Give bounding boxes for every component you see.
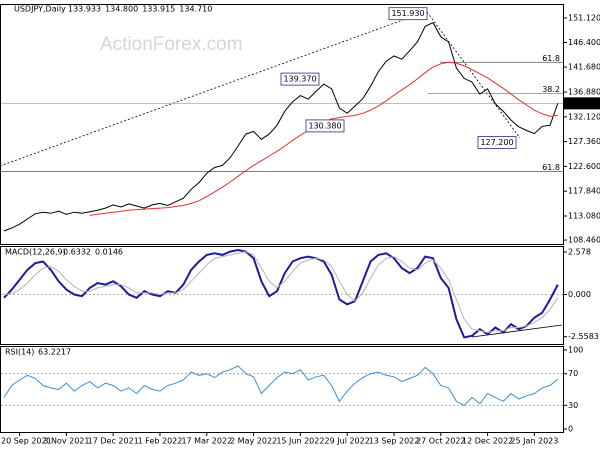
watermark: ActionForex.com	[100, 34, 243, 55]
macd-panel	[0, 246, 564, 345]
rsi-title: RSI(14)	[5, 348, 34, 357]
y-tick-label: -2.5583	[568, 332, 599, 341]
x-tick-label: 3 Nov 2021	[43, 437, 89, 446]
fib-label: 38.2	[542, 85, 560, 94]
y-tick-label: 0.000	[568, 290, 591, 299]
series-line	[3, 251, 559, 334]
x-tick-label: 15 Jun 2022	[276, 437, 324, 446]
series-line	[3, 365, 559, 406]
header-reading: 0.0146	[95, 248, 123, 257]
y-tick-label: 141.680	[568, 63, 600, 72]
y-tick-label: 100	[568, 345, 583, 354]
series-line	[3, 248, 559, 339]
last-price-box	[564, 97, 600, 110]
x-tick-label: 29 Jul 2022	[325, 437, 370, 446]
y-tick-label: 122.600	[568, 162, 600, 171]
header-reading: 133.915	[142, 5, 175, 14]
x-tick-label: 27 Oct 2022	[416, 437, 465, 446]
y-tick-label: 113.080	[568, 211, 600, 220]
y-tick-label: 132.120	[568, 112, 600, 121]
annotation-box	[280, 72, 320, 86]
annotation-label: 130.380	[308, 121, 341, 130]
annotation-label: 151.930	[391, 9, 424, 18]
macd-title: MACD(12,26,9)	[5, 248, 66, 257]
annotation-label: 127.200	[480, 138, 513, 147]
series-line	[3, 22, 559, 232]
annotation-box	[388, 7, 428, 21]
header-reading: 134.710	[179, 5, 212, 14]
y-tick-label: 146.400	[568, 38, 600, 47]
annotation-box	[305, 119, 345, 133]
y-tick-label: 151.120	[568, 13, 600, 22]
x-tick-label: 1 Feb 2022	[138, 437, 183, 446]
y-tick-label: 136.880	[568, 88, 600, 97]
header-reading: 133.933	[68, 5, 101, 14]
price-panel	[0, 4, 564, 245]
trend-line	[426, 11, 521, 139]
y-tick-label: 127.360	[568, 137, 600, 146]
x-tick-label: 13 Sep 2022	[369, 437, 420, 446]
y-tick-label: 2.578	[568, 247, 591, 256]
x-tick-label: 25 Jan 2023	[510, 437, 558, 446]
annotation-box	[477, 136, 517, 149]
macd-trend-line	[471, 324, 563, 338]
y-tick-label: 108.460	[568, 236, 600, 245]
last-price-label: 134.710	[567, 99, 600, 108]
y-tick-label: 70	[568, 369, 578, 378]
price-title: USDJPY,Daily	[14, 5, 66, 14]
x-tick-label: 12 Dec 2022	[462, 437, 513, 446]
y-tick-label: 117.840	[568, 187, 600, 196]
header-reading: 63.2217	[38, 348, 71, 357]
annotation-label: 139.370	[283, 75, 316, 84]
header-reading: 134.800	[105, 5, 138, 14]
rsi-panel	[0, 346, 564, 433]
x-tick-label: 17 Mar 2022	[181, 437, 232, 446]
x-tick-label: 17 Dec 2021	[88, 437, 139, 446]
x-tick-label: 20 Sep 2021	[1, 437, 52, 446]
fib-label: 61.8	[542, 54, 560, 63]
x-tick-label: 2 May 2022	[230, 437, 277, 446]
fib-label: 61.8	[542, 163, 560, 172]
y-tick-label: 0	[568, 425, 573, 434]
header-reading: 0.6332	[63, 248, 91, 257]
trend-line	[0, 11, 426, 167]
y-tick-label: 30	[568, 401, 578, 410]
